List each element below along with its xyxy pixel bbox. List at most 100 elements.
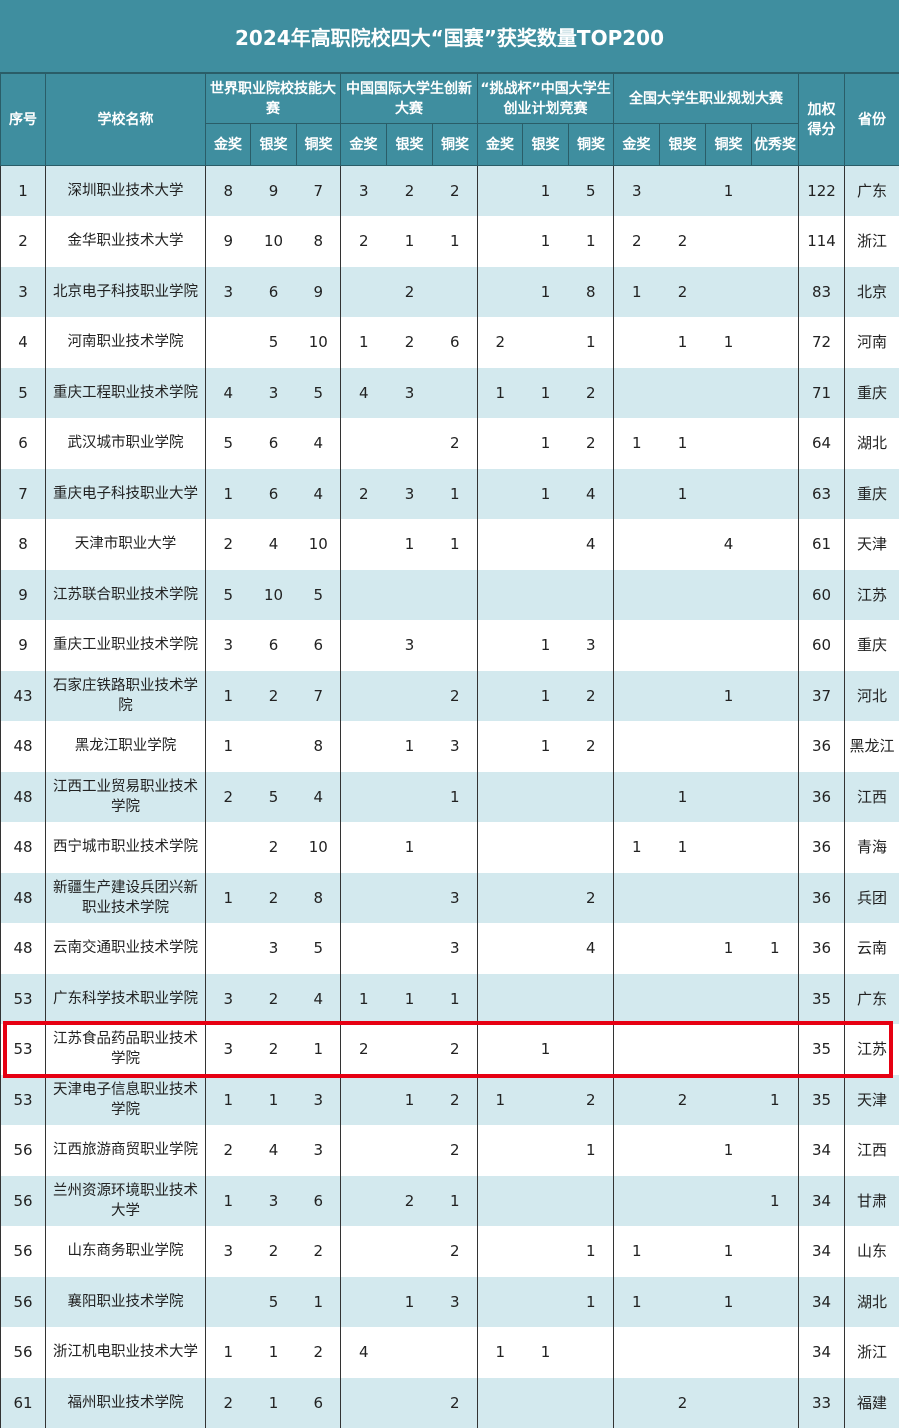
award-count-cell: 4 <box>206 368 251 419</box>
award-count-cell <box>478 822 523 873</box>
award-count-cell: 8 <box>297 721 341 772</box>
award-count-cell: 2 <box>251 671 297 722</box>
rank-cell: 8 <box>1 519 46 570</box>
award-count-cell: 6 <box>251 267 297 318</box>
school-name-cell: 黑龙江职业学院 <box>46 721 206 772</box>
header-award-12: 优秀奖 <box>752 124 799 166</box>
award-count-cell <box>523 1125 569 1176</box>
award-count-cell: 2 <box>660 267 706 318</box>
award-count-cell <box>614 570 660 621</box>
award-count-cell <box>523 317 569 368</box>
award-count-cell: 2 <box>660 216 706 267</box>
award-count-cell <box>478 216 523 267</box>
rank-cell: 48 <box>1 772 46 823</box>
award-count-cell <box>614 923 660 974</box>
header-award-0: 金奖 <box>206 124 251 166</box>
award-count-cell <box>341 671 387 722</box>
award-count-cell <box>614 519 660 570</box>
award-count-cell: 2 <box>433 671 478 722</box>
score-cell: 34 <box>799 1277 845 1328</box>
award-count-cell: 2 <box>387 317 433 368</box>
award-count-cell: 1 <box>706 317 752 368</box>
award-count-cell: 1 <box>523 418 569 469</box>
score-cell: 36 <box>799 822 845 873</box>
award-count-cell <box>752 873 799 924</box>
award-count-cell: 2 <box>251 822 297 873</box>
award-count-cell: 2 <box>569 418 614 469</box>
award-count-cell <box>752 671 799 722</box>
rank-cell: 48 <box>1 923 46 974</box>
province-cell: 湖北 <box>845 1277 899 1328</box>
award-count-cell <box>706 1075 752 1126</box>
school-name-cell: 江西工业贸易职业技术学院 <box>46 772 206 823</box>
score-cell: 36 <box>799 772 845 823</box>
award-count-cell: 3 <box>387 469 433 520</box>
province-cell: 浙江 <box>845 216 899 267</box>
award-count-cell <box>569 1176 614 1227</box>
award-count-cell: 1 <box>387 1277 433 1328</box>
award-count-cell: 6 <box>251 418 297 469</box>
award-count-cell <box>341 1075 387 1126</box>
award-count-cell <box>478 772 523 823</box>
award-count-cell <box>341 519 387 570</box>
award-count-cell: 1 <box>752 923 799 974</box>
award-count-cell <box>660 519 706 570</box>
award-count-cell <box>478 1378 523 1428</box>
award-count-cell <box>614 317 660 368</box>
award-count-cell <box>660 620 706 671</box>
award-count-cell <box>478 166 523 217</box>
award-count-cell: 1 <box>706 1125 752 1176</box>
award-count-cell: 1 <box>297 1277 341 1328</box>
rank-cell: 56 <box>1 1125 46 1176</box>
award-count-cell: 4 <box>569 923 614 974</box>
award-count-cell <box>752 620 799 671</box>
award-count-cell: 2 <box>614 216 660 267</box>
score-cell: 33 <box>799 1378 845 1428</box>
award-count-cell: 2 <box>569 873 614 924</box>
award-count-cell <box>341 1176 387 1227</box>
award-count-cell: 3 <box>614 166 660 217</box>
score-cell: 36 <box>799 923 845 974</box>
award-count-cell: 5 <box>206 418 251 469</box>
school-name-cell: 江西旅游商贸职业学院 <box>46 1125 206 1176</box>
score-cell: 36 <box>799 873 845 924</box>
award-count-cell: 1 <box>433 216 478 267</box>
award-count-cell <box>433 368 478 419</box>
rank-cell: 53 <box>1 1024 46 1075</box>
award-count-cell: 1 <box>569 317 614 368</box>
award-count-cell <box>387 1024 433 1075</box>
province-cell: 黑龙江 <box>845 721 899 772</box>
award-count-cell: 4 <box>569 519 614 570</box>
header-award-4: 银奖 <box>387 124 433 166</box>
award-count-cell: 1 <box>341 317 387 368</box>
rank-cell: 3 <box>1 267 46 318</box>
award-count-cell <box>478 267 523 318</box>
award-count-cell: 3 <box>251 1176 297 1227</box>
award-count-cell <box>752 974 799 1025</box>
rank-cell: 56 <box>1 1327 46 1378</box>
award-count-cell: 3 <box>251 923 297 974</box>
score-cell: 63 <box>799 469 845 520</box>
score-cell: 35 <box>799 1075 845 1126</box>
award-count-cell: 8 <box>569 267 614 318</box>
province-cell: 青海 <box>845 822 899 873</box>
award-count-cell: 1 <box>523 469 569 520</box>
header-award-2: 铜奖 <box>297 124 341 166</box>
province-cell: 湖北 <box>845 418 899 469</box>
award-count-cell: 2 <box>387 166 433 217</box>
award-count-cell <box>569 1327 614 1378</box>
award-count-cell: 7 <box>297 671 341 722</box>
award-count-cell <box>614 721 660 772</box>
award-count-cell <box>523 923 569 974</box>
award-count-cell <box>387 1226 433 1277</box>
award-count-cell: 1 <box>706 1226 752 1277</box>
award-count-cell: 6 <box>251 620 297 671</box>
award-count-cell: 1 <box>341 974 387 1025</box>
award-count-cell: 3 <box>433 873 478 924</box>
header-province: 省份 <box>845 74 899 166</box>
